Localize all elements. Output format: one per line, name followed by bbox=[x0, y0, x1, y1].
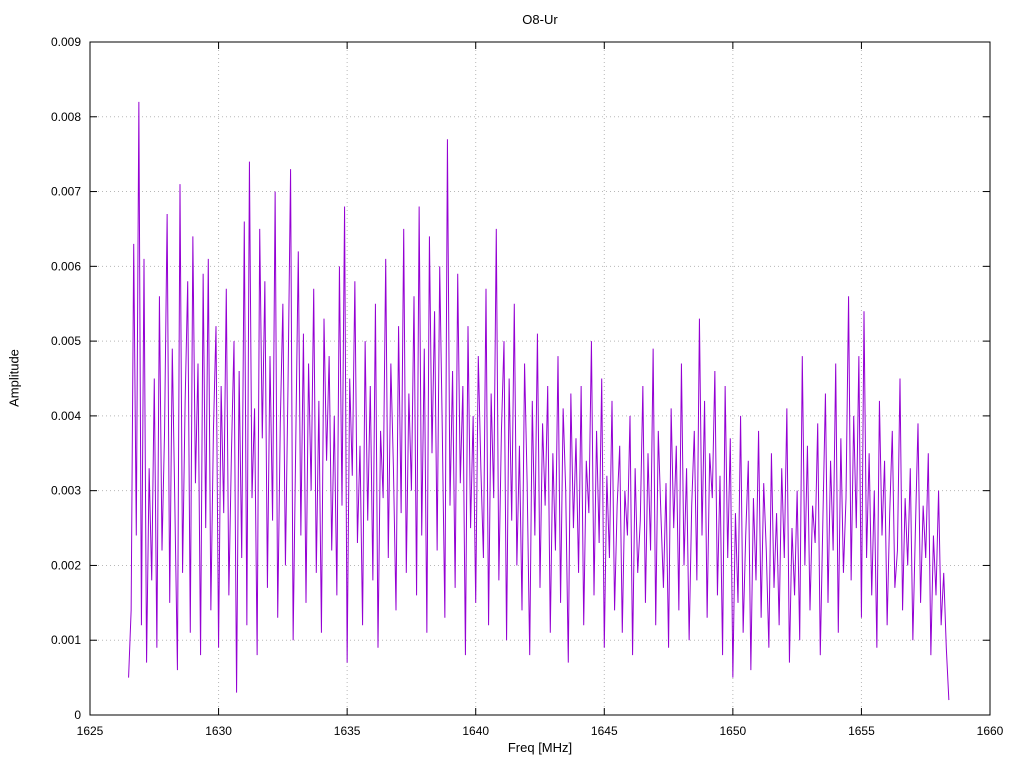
y-tick-label: 0.006 bbox=[51, 259, 81, 273]
y-tick-label: 0.009 bbox=[51, 35, 81, 49]
x-tick-label: 1640 bbox=[462, 724, 489, 738]
x-tick-label: 1635 bbox=[334, 724, 361, 738]
y-tick-label: 0.004 bbox=[51, 409, 81, 423]
y-tick-label: 0.008 bbox=[51, 110, 81, 124]
x-axis-label: Freq [MHz] bbox=[507, 740, 573, 755]
y-axis-label: Amplitude bbox=[6, 349, 22, 407]
x-tick-label: 1660 bbox=[977, 724, 1004, 738]
data-series bbox=[128, 101, 950, 701]
grid-lines bbox=[89, 41, 991, 716]
y-tick-label: 0.002 bbox=[51, 558, 81, 572]
y-tick-label: 0.001 bbox=[51, 633, 81, 647]
x-tick-label: 1655 bbox=[848, 724, 875, 738]
chart-title: O8-Ur bbox=[522, 12, 558, 27]
y-tick-label: 0.005 bbox=[51, 334, 81, 348]
y-tick-label: 0.003 bbox=[51, 484, 81, 498]
tick-marks bbox=[89, 41, 991, 716]
axes bbox=[89, 41, 991, 716]
y-tick-label: 0.007 bbox=[51, 185, 81, 199]
x-tick-label: 1645 bbox=[591, 724, 618, 738]
plot-border bbox=[89, 41, 991, 716]
x-tick-label: 1650 bbox=[720, 724, 747, 738]
x-tick-label: 1625 bbox=[77, 724, 104, 738]
x-tick-label: 1630 bbox=[205, 724, 232, 738]
spectrum-line bbox=[128, 101, 950, 701]
y-tick-label: 0 bbox=[74, 708, 81, 722]
tick-labels: 1625 1630 1635 1640 1645 1650 1655 1660 0 0.001 0.… bbox=[51, 35, 1004, 738]
